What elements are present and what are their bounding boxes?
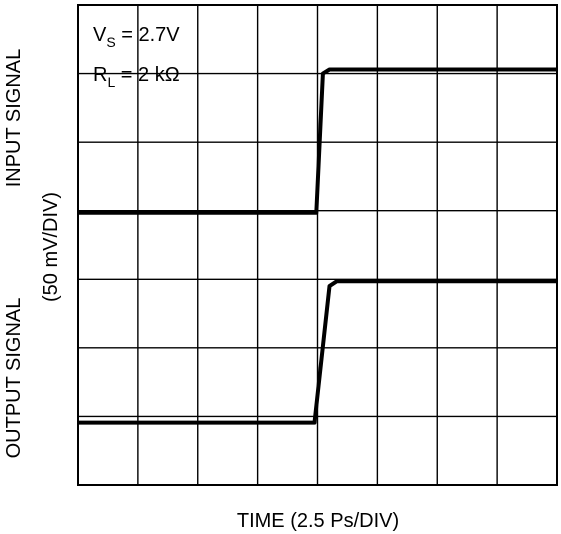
x-axis-label: TIME (2.5 Ps/DIV) — [237, 510, 399, 532]
annotation-rl: RL = 2 kΩ — [93, 64, 180, 90]
annotation-vs-main: V — [93, 24, 107, 46]
output-signal-trace — [78, 279, 557, 425]
plot-frame — [77, 4, 558, 486]
y-axis-label-input-signal: INPUT SIGNAL — [3, 49, 25, 188]
annotation-rl-main: R — [93, 64, 107, 86]
annotation-vs: VS = 2.7V — [93, 24, 180, 50]
annotation-rl-sub: L — [107, 74, 115, 90]
y-axis-label-output-signal: OUTPUT SIGNAL — [3, 298, 25, 459]
annotation-vs-rest: = 2.7V — [116, 24, 181, 46]
annotation-rl-rest: = 2 kΩ — [115, 64, 179, 86]
traces — [78, 67, 557, 425]
y-axis-label-scale: (50 mV/DIV) — [40, 192, 62, 302]
annotation-vs-sub: S — [106, 34, 115, 50]
grid — [78, 5, 557, 485]
input-signal-trace — [78, 67, 557, 215]
